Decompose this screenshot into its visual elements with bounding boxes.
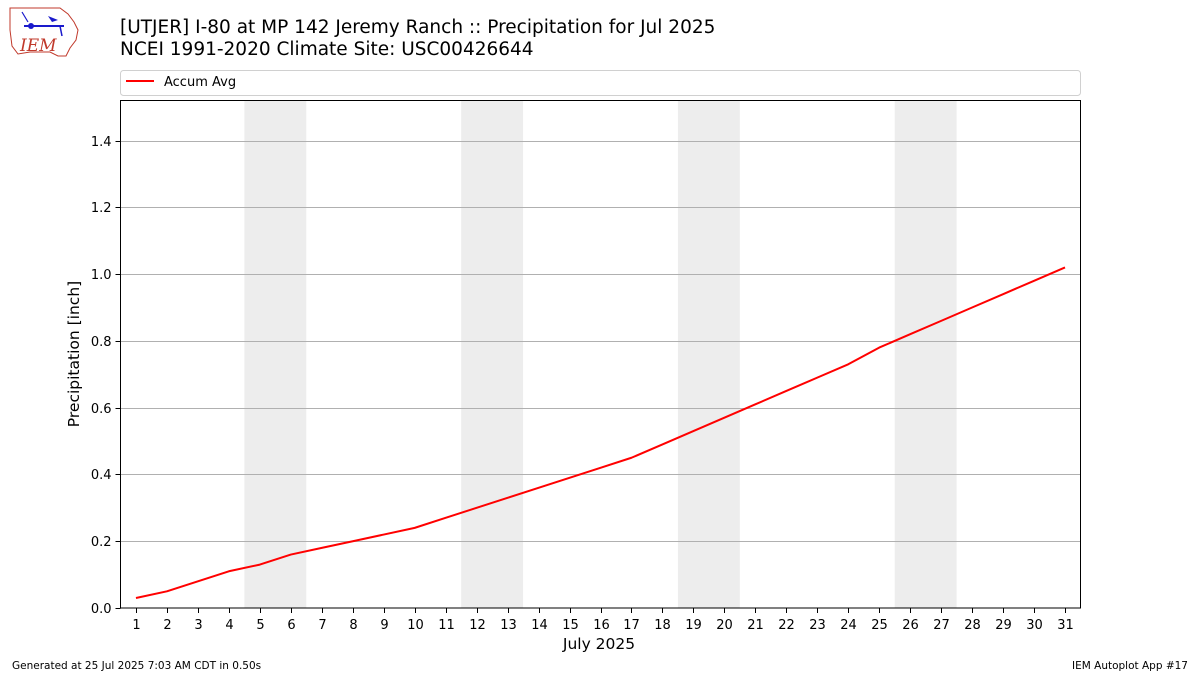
x-tick-label-6: 7 <box>318 618 326 633</box>
y-tick-label-6: 1.2 <box>91 201 112 216</box>
weekend-band-4 <box>894 100 957 608</box>
iem-logo: IEM <box>9 7 79 57</box>
x-tick-label-3: 4 <box>225 618 233 633</box>
x-tick-label-30: 31 <box>1057 618 1074 633</box>
x-tick-label-21: 22 <box>778 618 795 633</box>
x-tick-label-18: 19 <box>685 618 702 633</box>
data-point-day-4 <box>228 570 230 572</box>
legend-label-accum-avg: Accum Avg <box>164 75 236 90</box>
data-point-day-28 <box>971 307 973 309</box>
x-tick-label-5: 6 <box>287 618 295 633</box>
x-tick-label-4: 5 <box>256 618 264 633</box>
data-point-day-1 <box>135 597 137 599</box>
x-tick-label-22: 23 <box>809 618 826 633</box>
x-tick-label-26: 27 <box>933 618 950 633</box>
footer-app-id: IEM Autoplot App #17 <box>1072 660 1188 672</box>
x-tick-label-28: 29 <box>995 618 1012 633</box>
legend: Accum Avg <box>120 70 1081 96</box>
x-tick-label-11: 12 <box>469 618 486 633</box>
x-tick-label-23: 24 <box>840 618 857 633</box>
x-tick-label-8: 9 <box>380 618 388 633</box>
data-point-day-22 <box>785 390 787 392</box>
data-point-day-27 <box>940 320 942 322</box>
footer-generated: Generated at 25 Jul 2025 7:03 AM CDT in … <box>12 660 262 672</box>
data-point-day-19 <box>692 430 694 432</box>
chart-subtitle: NCEI 1991-2020 Climate Site: USC00426644 <box>120 39 534 60</box>
data-point-day-18 <box>661 443 663 445</box>
x-tick-label-24: 25 <box>871 618 888 633</box>
data-point-day-10 <box>414 527 416 529</box>
y-tick-label-4: 0.8 <box>91 335 112 350</box>
x-tick-label-19: 20 <box>716 618 733 633</box>
data-point-day-12 <box>476 507 478 509</box>
plot-frame <box>120 100 1081 609</box>
data-point-day-23 <box>816 377 818 379</box>
y-axis-ticks: 0.0 0.2 0.4 0.6 0.8 1.0 1.2 1.4 <box>91 135 121 617</box>
x-tick-label-1: 2 <box>163 618 171 633</box>
y-tick-label-7: 1.4 <box>91 135 112 150</box>
y-tick-label-1: 0.2 <box>91 535 112 550</box>
x-tick-label-10: 11 <box>438 618 455 633</box>
x-axis-label: July 2025 <box>562 635 635 653</box>
data-point-day-3 <box>197 580 199 582</box>
x-tick-label-9: 10 <box>407 618 424 633</box>
y-tick-label-2: 0.4 <box>91 468 112 483</box>
x-tick-label-7: 8 <box>349 618 357 633</box>
chart-title: [UTJER] I-80 at MP 142 Jeremy Ranch :: P… <box>120 17 716 38</box>
y-tick-label-5: 1.0 <box>91 268 112 283</box>
x-tick-label-14: 15 <box>562 618 579 633</box>
data-point-day-30 <box>1033 280 1035 282</box>
iem-logo-text: IEM <box>19 36 57 56</box>
y-tick-label-0: 0.0 <box>91 602 112 617</box>
data-point-day-21 <box>754 403 756 405</box>
weekend-band-1 <box>244 100 307 608</box>
data-point-day-24 <box>847 363 849 365</box>
data-point-day-25 <box>878 347 880 349</box>
data-point-day-5 <box>259 564 261 566</box>
grid-lines <box>120 141 1081 542</box>
data-point-day-17 <box>630 457 632 459</box>
data-point-day-8 <box>352 540 354 542</box>
data-point-day-26 <box>909 333 911 335</box>
data-point-day-29 <box>1002 293 1004 295</box>
data-point-day-6 <box>290 554 292 556</box>
x-tick-label-12: 13 <box>500 618 517 633</box>
data-point-day-11 <box>445 517 447 519</box>
legend-box <box>120 70 1081 96</box>
x-tick-label-16: 17 <box>623 618 640 633</box>
data-point-day-14 <box>538 487 540 489</box>
series-line-accum-avg <box>135 266 1066 599</box>
x-tick-label-15: 16 <box>593 618 610 633</box>
x-tick-label-25: 26 <box>902 618 919 633</box>
data-point-day-13 <box>507 497 509 499</box>
x-tick-label-17: 18 <box>654 618 671 633</box>
data-point-day-9 <box>383 534 385 536</box>
y-axis-label: Precipitation [inch] <box>65 281 83 427</box>
x-tick-label-27: 28 <box>964 618 981 633</box>
weekend-shading <box>244 100 957 608</box>
x-tick-label-13: 14 <box>531 618 548 633</box>
x-tick-label-29: 30 <box>1026 618 1043 633</box>
data-point-day-31 <box>1064 266 1066 268</box>
data-point-day-15 <box>569 477 571 479</box>
x-axis-ticks: 1 2 3 4 5 6 7 8 9 10 11 12 13 14 15 16 17 18 19 20 21 22 23 24 2… <box>132 608 1074 633</box>
series-layer <box>135 266 1066 599</box>
y-tick-label-3: 0.6 <box>91 402 112 417</box>
weekend-band-3 <box>677 100 740 608</box>
data-point-day-20 <box>723 417 725 419</box>
data-point-day-7 <box>321 547 323 549</box>
data-point-day-16 <box>600 467 602 469</box>
x-tick-label-20: 21 <box>747 618 764 633</box>
x-tick-label-0: 1 <box>132 618 140 633</box>
x-tick-label-2: 3 <box>194 618 202 633</box>
data-point-day-2 <box>166 590 168 592</box>
weekend-band-2 <box>461 100 524 608</box>
